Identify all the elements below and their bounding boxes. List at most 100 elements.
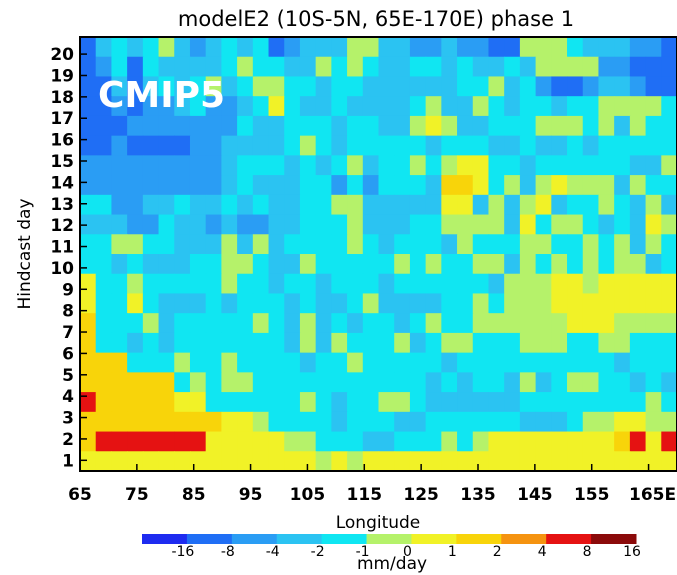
heatmap-cell [598,194,615,216]
heatmap-cell [268,293,285,314]
heatmap-cell [582,96,600,117]
heatmap-cell [441,411,458,433]
heatmap-cell [95,313,113,334]
heatmap-cell [519,431,537,452]
heatmap-cell [535,254,552,275]
heatmap-cell [252,194,270,216]
heatmap-cell [237,392,254,413]
heatmap-cell [174,273,191,295]
heatmap-cell [284,135,301,156]
heatmap-cell [252,115,270,137]
heatmap-cell [95,254,113,275]
heatmap-cell [504,135,521,156]
heatmap-cell [378,214,395,235]
heatmap-cell [504,411,521,433]
heatmap-cell [567,37,584,58]
heatmap-cell [645,115,662,137]
heatmap-cell [205,76,222,97]
heatmap-cell [645,451,662,472]
heatmap-cell [629,451,647,472]
heatmap-cell [519,332,537,354]
heatmap-cell [221,76,238,97]
heatmap-cell [457,352,474,373]
heatmap-cell [394,76,411,97]
chart-title: modelE2 (10S-5N, 65E-170E) phase 1 [178,7,574,31]
x-axis-ticks: 65 75 85 95 105 115 125 135 145 155 165E [68,464,676,505]
heatmap-cell [315,293,332,314]
heatmap-cell [221,392,238,413]
heatmap-cell [457,431,474,452]
heatmap-cell [551,313,568,334]
heatmap-cell [409,155,427,176]
colorbar-swatch [321,534,368,544]
heatmap-cell [111,313,128,334]
heatmap-cell [268,254,285,275]
heatmap-cell [347,115,364,137]
heatmap-cell [409,451,427,472]
heatmap-cell [582,372,600,393]
heatmap-cell [158,352,175,373]
heatmap-cell [488,37,505,58]
heatmap-cell [519,451,537,472]
heatmap-cell [567,273,584,295]
heatmap-cell [237,254,254,275]
heatmap-cell [221,115,238,137]
heatmap-cell [142,175,160,196]
heatmap-cell [567,352,584,373]
colorbar-swatch [366,534,412,544]
heatmap-cell [661,411,677,433]
heatmap-cell [158,254,175,275]
heatmap-cell [347,135,364,156]
heatmap-cell [80,372,97,393]
heatmap-cell [158,135,175,156]
colorbar-swatch [186,534,233,544]
heatmap-cell [472,115,490,137]
heatmap-cell [174,431,191,452]
heatmap-cell [127,155,144,176]
heatmap-cell [629,155,647,176]
heatmap-cell [457,56,474,78]
heatmap-cell [457,155,474,176]
heatmap-cell [299,56,317,78]
heatmap-cell [80,194,97,216]
heatmap-cell [268,273,285,295]
heatmap-cell [535,352,552,373]
heatmap-cell [629,392,647,413]
heatmap-cell [488,451,505,472]
heatmap-cell [362,431,380,452]
heatmap-cell [268,411,285,433]
heatmap-cell [221,332,238,354]
heatmap-cell [80,76,97,97]
heatmap-cell [142,372,160,393]
heatmap-cell [127,194,144,216]
heatmap-cell [331,332,348,354]
heatmap-cell [425,234,442,255]
heatmap-cell [142,392,160,413]
heatmap-cell [95,175,113,196]
heatmap-cell [425,352,442,373]
heatmap-cell [205,392,222,413]
heatmap-cell [174,135,191,156]
heatmap-cell [551,175,568,196]
heatmap-cell [174,234,191,255]
heatmap-cell [268,155,285,176]
x-tick-label: 135 [460,485,496,505]
heatmap-cell [614,313,631,334]
heatmap-cell [221,431,238,452]
heatmap-cell [598,451,615,472]
y-tick-label: 14 [50,173,74,193]
heatmap-cell [237,135,254,156]
heatmap-cell [299,293,317,314]
heatmap-cell [457,175,474,196]
heatmap-cell [315,352,332,373]
heatmap-cell [142,115,160,137]
heatmap-cell [268,194,285,216]
heatmap-cell [394,56,411,78]
heatmap-cell [535,372,552,393]
y-tick-label: 13 [50,195,74,215]
heatmap-cell [299,392,317,413]
heatmap-cell [441,234,458,255]
heatmap-cell [362,155,380,176]
heatmap-cell [189,115,207,137]
heatmap-cell [488,313,505,334]
